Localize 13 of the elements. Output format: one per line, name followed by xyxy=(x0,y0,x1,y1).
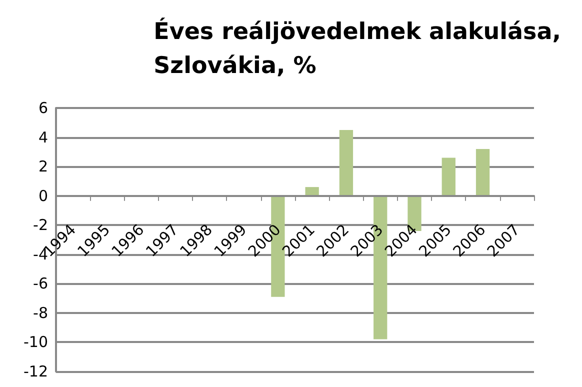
bar xyxy=(476,148,490,196)
chart-title: Éves reáljövedelmek alakulása, Szlovákia, % xyxy=(154,17,562,79)
y-tick-label: 2 xyxy=(38,158,48,176)
bar xyxy=(339,130,354,196)
y-tick-label: -8 xyxy=(33,304,48,322)
bar xyxy=(305,187,319,196)
bar xyxy=(442,158,456,196)
y-tick-label: -10 xyxy=(24,333,48,352)
y-tick-label: -12 xyxy=(24,362,48,380)
y-tick-label: 6 xyxy=(38,99,48,117)
y-tick-label: -6 xyxy=(33,274,48,293)
y-tick-label: 4 xyxy=(38,128,48,146)
y-tick-label: 0 xyxy=(38,186,48,205)
